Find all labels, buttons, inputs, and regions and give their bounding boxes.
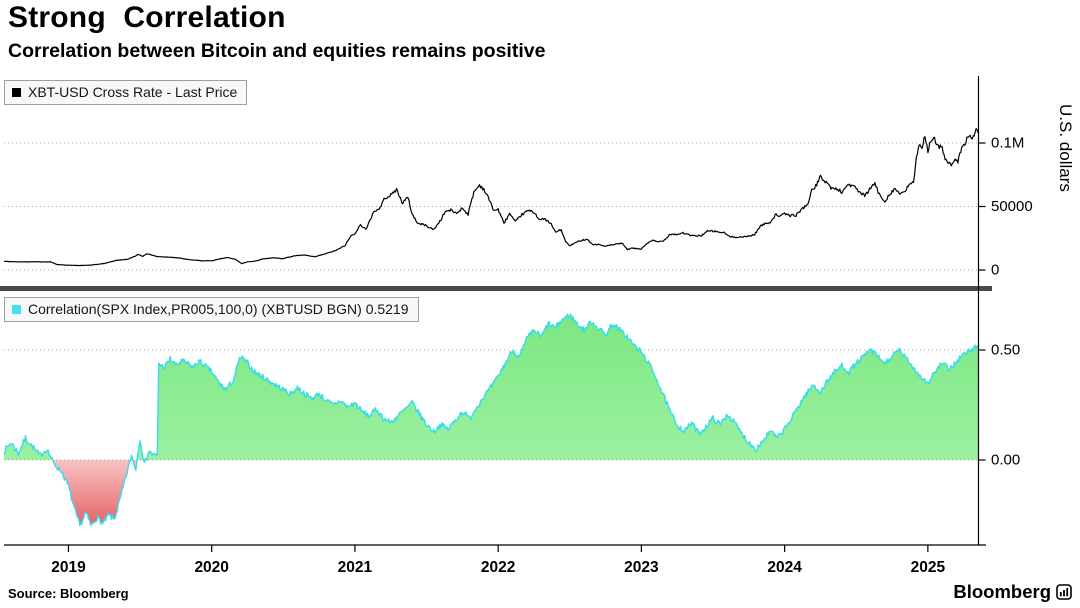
legend-price: XBT-USD Cross Rate - Last Price [4, 80, 248, 105]
correlation-negative-area [4, 460, 978, 526]
legend-price-label: XBT-USD Cross Rate - Last Price [28, 84, 238, 100]
legend-correlation: Correlation(SPX Index,PR005,100,0) (XBTU… [4, 297, 419, 322]
x-tick-label: 2022 [481, 559, 515, 576]
y-axis-title: U.S. dollars [1056, 104, 1075, 192]
x-tick-label: 2024 [767, 559, 802, 576]
y-tick-label: 0.1M [991, 135, 1024, 152]
legend-correlation-label: Correlation(SPX Index,PR005,100,0) (XBTU… [28, 301, 409, 317]
bloomberg-terminal-icon [1056, 584, 1072, 600]
correlation-line [3, 313, 979, 527]
x-tick-label: 2020 [194, 559, 228, 576]
y-tick-label: 0 [991, 262, 999, 279]
price-line [3, 128, 979, 267]
panel-divider [0, 286, 992, 291]
x-tick-label: 2023 [624, 559, 659, 576]
price-series-swatch-icon [12, 88, 21, 97]
bloomberg-logo: Bloomberg [953, 581, 1072, 603]
correlation-series-swatch-icon [12, 305, 21, 314]
chart-subtitle: Correlation between Bitcoin and equities… [8, 40, 546, 62]
chart-title: Strong Correlation [8, 1, 286, 34]
source-note: Source: Bloomberg [8, 586, 129, 601]
correlation-positive-area [4, 314, 978, 460]
x-tick-label: 2019 [51, 559, 86, 576]
y-tick-label: 0.00 [991, 452, 1020, 469]
bloomberg-wordmark: Bloomberg [953, 581, 1051, 602]
x-tick-label: 2025 [911, 559, 946, 576]
y-tick-label: 50000 [991, 198, 1033, 215]
y-tick-label: 0.50 [991, 342, 1020, 359]
x-tick-label: 2021 [338, 559, 373, 576]
